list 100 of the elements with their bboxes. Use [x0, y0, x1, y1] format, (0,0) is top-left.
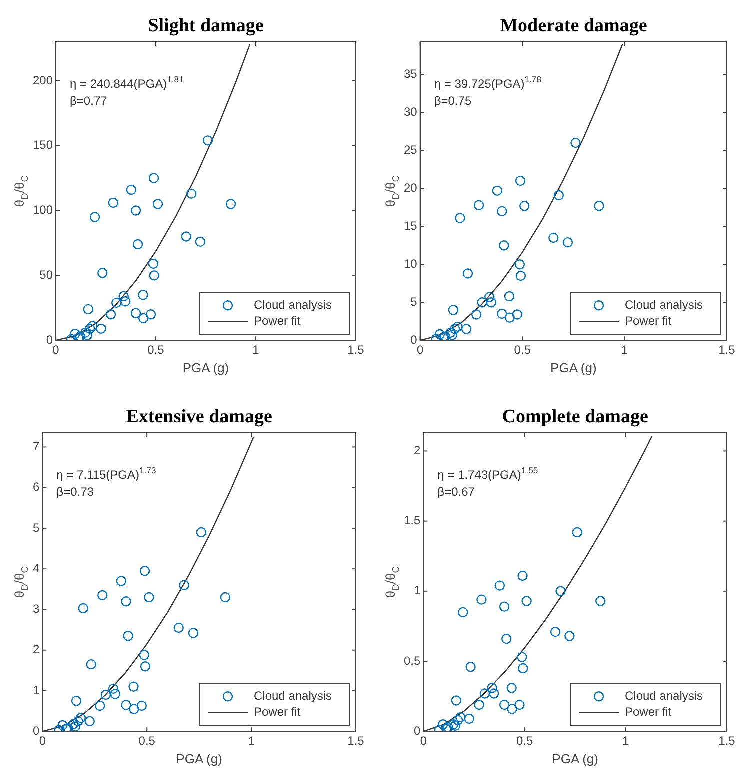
point: [507, 704, 518, 714]
point: [517, 652, 528, 662]
point: [474, 200, 484, 210]
point: [129, 704, 140, 714]
y-axis-title: θD/θC: [383, 175, 401, 208]
point: [83, 304, 94, 315]
point: [504, 312, 515, 323]
point: [138, 313, 149, 324]
x-tick-label: 1: [248, 734, 256, 748]
y-tick-label: 3: [32, 602, 40, 616]
point: [515, 176, 526, 186]
y-tick-label: 0: [410, 332, 418, 347]
point: [466, 662, 476, 672]
point: [438, 719, 448, 730]
point: [504, 291, 515, 302]
y-tick-label: 4: [32, 561, 40, 576]
point: [63, 723, 74, 732]
point: [476, 594, 487, 605]
point: [73, 716, 84, 727]
point: [499, 602, 510, 612]
y-tick-label: 2: [414, 444, 421, 458]
point: [450, 324, 460, 334]
point: [106, 310, 116, 320]
point: [78, 603, 89, 614]
point: [464, 714, 474, 724]
point: [98, 268, 108, 278]
point: [477, 298, 488, 308]
point: [95, 700, 106, 712]
point: [514, 260, 526, 270]
x-tick-label: 1: [621, 343, 628, 358]
y-axis-title: θD/θC: [383, 566, 401, 598]
point: [548, 232, 559, 244]
point: [448, 305, 459, 316]
point: [58, 720, 68, 731]
legend-label: Cloud analysis: [254, 298, 332, 312]
point: [522, 596, 532, 606]
point: [484, 292, 495, 302]
y-axis-title: θD/θC: [12, 566, 30, 598]
point: [108, 198, 119, 208]
y-tick-label: 100: [32, 203, 54, 218]
point: [181, 232, 192, 242]
point: [572, 527, 582, 538]
point: [501, 634, 512, 644]
x-tick-label: 0.5: [148, 343, 165, 358]
y-tick-label: 7: [32, 440, 40, 454]
point: [488, 688, 500, 699]
point: [434, 329, 446, 340]
x-tick-label: 1.5: [348, 343, 365, 358]
point: [494, 580, 506, 591]
point: [179, 580, 190, 590]
point: [462, 268, 474, 279]
point: [82, 330, 93, 341]
point: [520, 201, 530, 212]
x-tick-label: 1: [622, 734, 630, 748]
point: [130, 206, 142, 216]
point: [480, 688, 490, 699]
annotation: β=0.73: [56, 485, 94, 499]
point: [121, 700, 132, 710]
legend-label: Power fit: [254, 314, 302, 328]
y-tick-label: 30: [404, 104, 418, 119]
chart-title: Slight damage: [148, 15, 264, 36]
point: [487, 683, 498, 694]
point: [514, 700, 525, 710]
point: [98, 590, 108, 601]
y-tick-label: 1.5: [404, 514, 421, 528]
x-axis-title: PGA (g): [182, 360, 230, 376]
point: [446, 328, 456, 338]
point: [486, 298, 497, 308]
point: [186, 188, 197, 199]
point: [123, 631, 134, 642]
point: [152, 199, 164, 210]
point: [112, 298, 122, 308]
point: [174, 622, 184, 634]
point: [220, 592, 231, 603]
point: [556, 586, 566, 597]
x-tick-label: 1.5: [348, 734, 365, 748]
x-tick-label: 1.5: [718, 343, 736, 358]
point: [461, 324, 472, 334]
y-tick-label: 5: [410, 294, 418, 309]
point: [452, 322, 463, 332]
y-tick-label: 50: [40, 268, 54, 282]
x-tick-label: 0.5: [516, 734, 534, 748]
point: [596, 596, 606, 606]
point: [90, 212, 100, 222]
point: [118, 291, 129, 302]
point: [96, 324, 106, 334]
point: [126, 184, 137, 196]
point: [518, 663, 528, 674]
legend-label: Power fit: [625, 314, 672, 328]
annotation: β=0.75: [434, 94, 472, 108]
x-tick-label: 0.5: [514, 343, 532, 358]
point: [148, 173, 160, 184]
point: [455, 213, 466, 224]
y-tick-label: 20: [404, 180, 418, 195]
point: [88, 321, 98, 332]
point: [562, 237, 574, 248]
point: [132, 239, 144, 250]
chart-title: Moderate damage: [500, 15, 648, 36]
y-tick-label: 2: [32, 642, 40, 657]
y-tick-label: 0: [46, 332, 54, 347]
